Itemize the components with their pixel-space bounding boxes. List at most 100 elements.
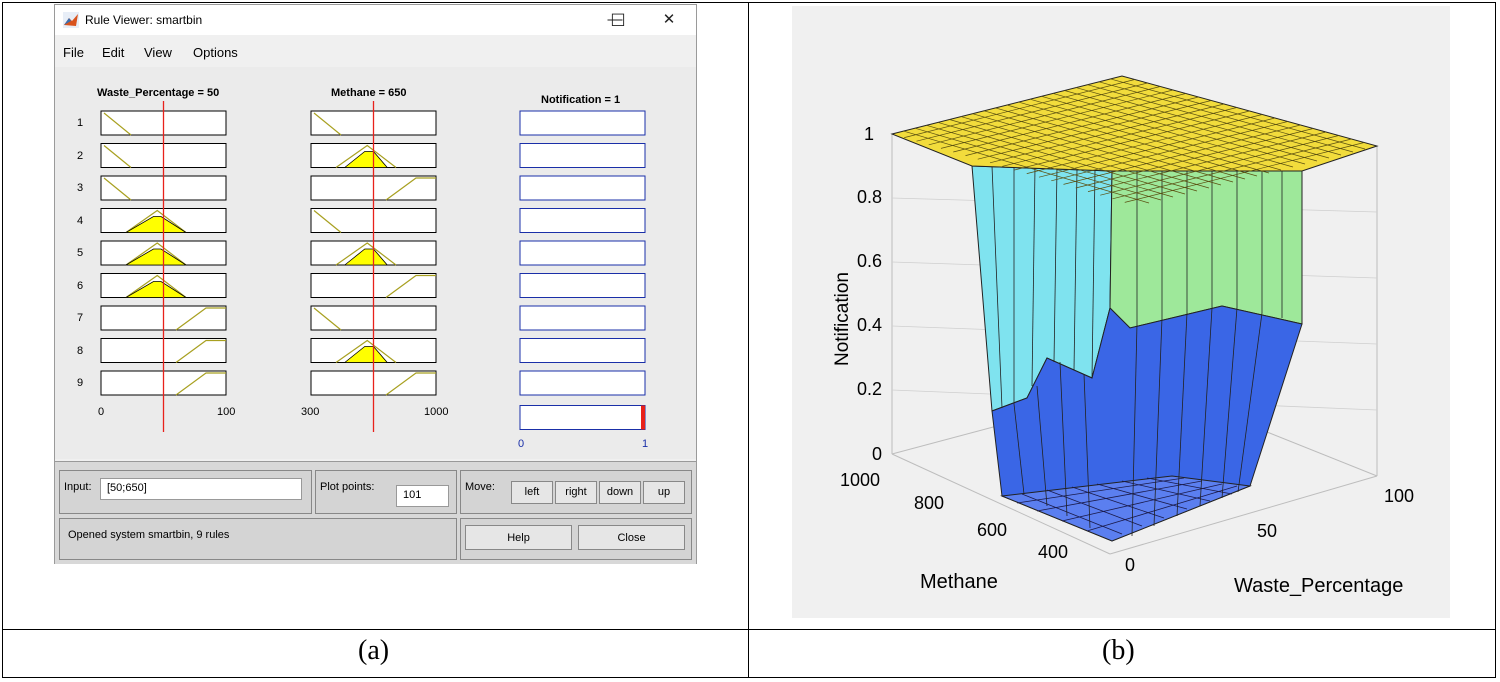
rule-number: 6	[77, 279, 84, 292]
surface-plot: 1 0.8 0.6 0.4 0.2 0 1000 800 600 400 0 5…	[792, 6, 1450, 618]
mf-curve	[385, 177, 436, 201]
mf-curve	[175, 307, 226, 331]
rule-number: 1	[77, 117, 84, 129]
methane-tick-600: 600	[977, 520, 1007, 540]
maximize-button[interactable]: ☐	[610, 11, 626, 30]
notification-mf-box	[519, 208, 646, 233]
grid-line	[1124, 142, 1365, 203]
rule-number: 9	[77, 377, 84, 389]
grid-line	[1018, 101, 1270, 174]
methane-tick-400: 400	[1038, 542, 1068, 562]
input-label: Input:	[64, 481, 92, 493]
rule-plot-area: Waste_Percentage = 50 Methane = 650 Noti…	[55, 67, 696, 459]
mf-curve	[335, 339, 397, 363]
notification-mf-box	[519, 143, 646, 168]
move-group: Move: left right down up	[460, 470, 692, 514]
mf-fill	[124, 281, 188, 298]
rule-number: 7	[77, 312, 84, 324]
mf-curve	[313, 112, 342, 136]
mf-curve	[335, 144, 397, 168]
grid-line	[1098, 81, 1354, 153]
mf-curve	[125, 274, 187, 298]
grid-line	[1064, 90, 1318, 162]
output-value-bar	[641, 405, 645, 430]
grid-line	[1110, 78, 1366, 150]
mf-fill	[124, 216, 188, 233]
methane-tick-800: 800	[914, 493, 944, 513]
caption-divider	[2, 629, 1496, 630]
z-tick-0-8: 0.8	[857, 187, 882, 207]
minimize-button[interactable]: —	[607, 11, 623, 28]
z-tick-0-6: 0.6	[857, 251, 882, 271]
mf-curve	[125, 209, 187, 233]
rule-number: 5	[77, 247, 84, 259]
caption-b: (b)	[1102, 635, 1135, 666]
move-label: Move:	[465, 481, 495, 493]
rule-number: 3	[77, 182, 84, 194]
notification-mf-box	[519, 240, 646, 266]
waste-tick-0: 0	[1125, 555, 1135, 575]
mf-curve	[125, 242, 187, 266]
mf-curve	[385, 372, 436, 396]
caption-a: (a)	[358, 635, 390, 666]
grid-line	[1038, 117, 1276, 178]
methane-max-tick: 1000	[424, 406, 449, 418]
mf-curve	[103, 145, 132, 168]
z-tick-0-4: 0.4	[857, 315, 882, 335]
grid-line	[1087, 131, 1327, 192]
z-tick-0-2: 0.2	[857, 379, 882, 399]
status-bar: Opened system smartbin, 9 rules	[59, 518, 457, 560]
grid-line	[1026, 114, 1263, 174]
mf-curve	[175, 372, 226, 396]
title-bar: Rule Viewer: smartbin — ☐ ✕	[55, 5, 696, 35]
notification-mf-box	[519, 370, 646, 396]
move-up-button[interactable]: up	[643, 481, 685, 504]
rule-number: 2	[77, 149, 84, 162]
mf-curve	[313, 307, 342, 331]
notification-mf-box	[519, 110, 646, 136]
help-button[interactable]: Help	[465, 525, 572, 550]
input-field[interactable]: [50;650]	[100, 478, 302, 500]
mf-curve	[385, 274, 436, 298]
move-left-button[interactable]: left	[511, 481, 553, 504]
close-window-button[interactable]: ✕	[662, 11, 676, 28]
mf-curve	[313, 210, 342, 233]
notification-max-tick: 1	[642, 438, 649, 450]
matlab-icon	[63, 12, 79, 28]
control-panel: Input: [50;650] Plot points: 101 Move: l…	[55, 461, 696, 564]
menu-file[interactable]: File	[63, 45, 84, 60]
rules-plot[interactable]	[55, 67, 696, 459]
grid-line	[1029, 98, 1282, 171]
grid-line	[1052, 93, 1306, 165]
move-down-button[interactable]: down	[599, 481, 641, 504]
window-title: Rule Viewer: smartbin	[85, 13, 203, 27]
x-axis-label: Methane	[920, 571, 998, 593]
grid-line	[1063, 124, 1301, 185]
rule-number: 4	[77, 214, 84, 227]
menu-view[interactable]: View	[144, 45, 172, 60]
menu-edit[interactable]: Edit	[102, 45, 125, 60]
mf-curve	[103, 112, 132, 136]
action-group: Help Close	[460, 518, 692, 560]
rule-viewer-window: Rule Viewer: smartbin — ☐ ✕ File Edit Vi…	[54, 4, 697, 564]
close-button[interactable]: Close	[578, 525, 685, 550]
grid-line	[1112, 138, 1352, 200]
move-right-button[interactable]: right	[555, 481, 597, 504]
y-axis-label: Waste_Percentage	[1234, 575, 1403, 597]
mf-curve	[103, 177, 132, 201]
plot-points-field[interactable]: 101	[396, 485, 449, 507]
notification-mf-box	[519, 273, 646, 298]
mf-curve	[335, 242, 397, 266]
waste-tick-100: 100	[1384, 486, 1414, 506]
menu-options[interactable]: Options	[193, 45, 238, 60]
methane-tick-1000: 1000	[840, 470, 880, 490]
grid-line	[1041, 95, 1294, 168]
rule-number: 8	[77, 344, 84, 357]
grid-line	[1014, 110, 1250, 171]
waste-tick-50: 50	[1257, 521, 1277, 541]
mf-curve	[175, 339, 226, 363]
aggregate-output-box	[519, 405, 646, 430]
z-tick-0: 0	[872, 444, 882, 464]
waste-min-tick: 0	[98, 406, 105, 418]
